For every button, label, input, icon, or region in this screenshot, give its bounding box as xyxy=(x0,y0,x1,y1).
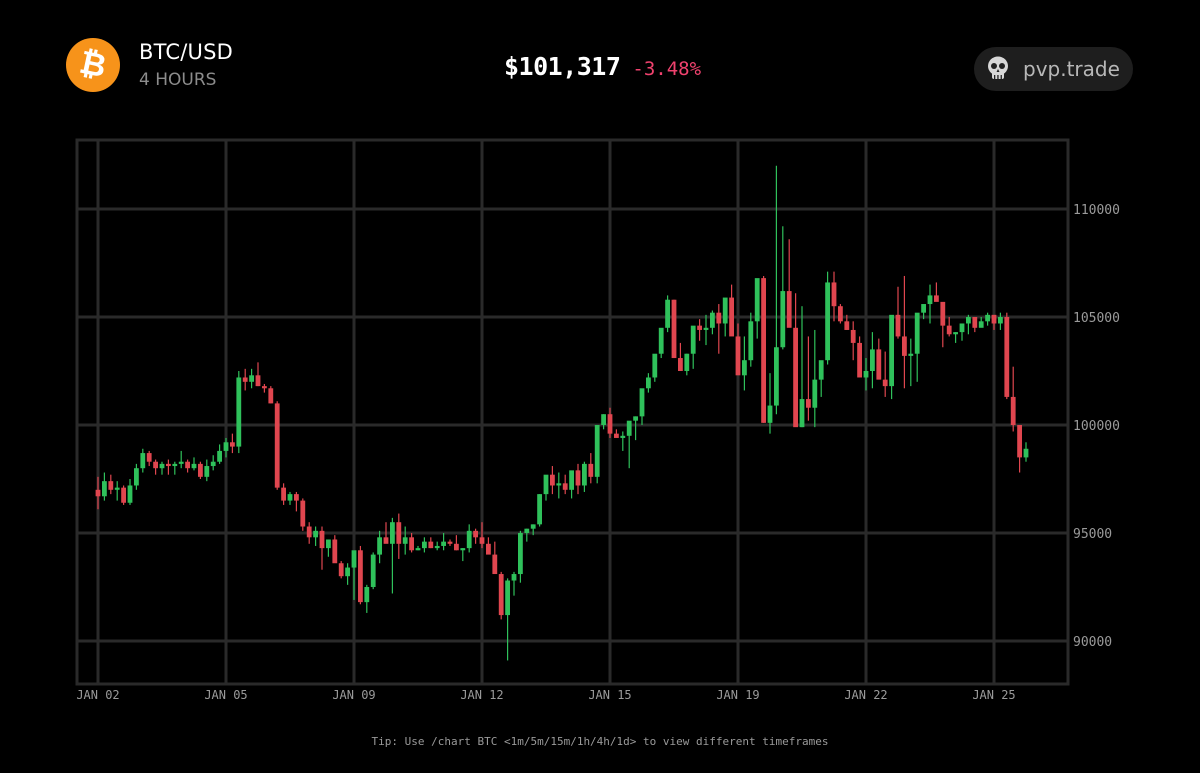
y-tick-label: 100000 xyxy=(1073,419,1120,434)
x-tick-label: JAN 12 xyxy=(460,688,503,702)
x-tick-label: JAN 09 xyxy=(332,688,375,702)
price-summary: $101,317 -3.48% xyxy=(504,52,701,81)
y-axis: 90000 95000 100000 105000 110000 xyxy=(1073,203,1120,650)
y-tick-label: 105000 xyxy=(1073,311,1120,326)
chart-frame xyxy=(75,138,1070,686)
chart-grid xyxy=(75,138,1070,686)
y-tick-label: 90000 xyxy=(1073,635,1112,650)
brand-name: pvp.trade xyxy=(1023,57,1120,81)
skull-icon xyxy=(985,56,1011,82)
candles xyxy=(95,165,1029,661)
x-axis: JAN 02 JAN 05 JAN 09 JAN 12 JAN 15 JAN 19 JAN … xyxy=(76,688,1015,702)
x-tick-label: JAN 25 xyxy=(972,688,1015,702)
brand-badge: pvp.trade xyxy=(974,47,1133,91)
current-price: $101,317 xyxy=(504,52,621,81)
bitcoin-icon: ₿ xyxy=(66,38,120,92)
tip-text: Tip: Use /chart BTC <1m/5m/15m/1h/4h/1d>… xyxy=(371,735,829,748)
x-tick-label: JAN 05 xyxy=(204,688,247,702)
y-tick-label: 95000 xyxy=(1073,527,1112,542)
price-change: -3.48% xyxy=(632,58,702,80)
pair-title: BTC/USD xyxy=(139,40,234,64)
chart-header: ₿ BTC/USD 4 HOURS $101,317 -3.48% pvp.tr… xyxy=(0,0,1200,130)
timeframe-label: 4 HOURS xyxy=(139,70,217,90)
x-tick-label: JAN 19 xyxy=(716,688,759,702)
x-tick-label: JAN 15 xyxy=(588,688,631,702)
x-tick-label: JAN 22 xyxy=(844,688,887,702)
y-tick-label: 110000 xyxy=(1073,203,1120,218)
x-tick-label: JAN 02 xyxy=(76,688,119,702)
